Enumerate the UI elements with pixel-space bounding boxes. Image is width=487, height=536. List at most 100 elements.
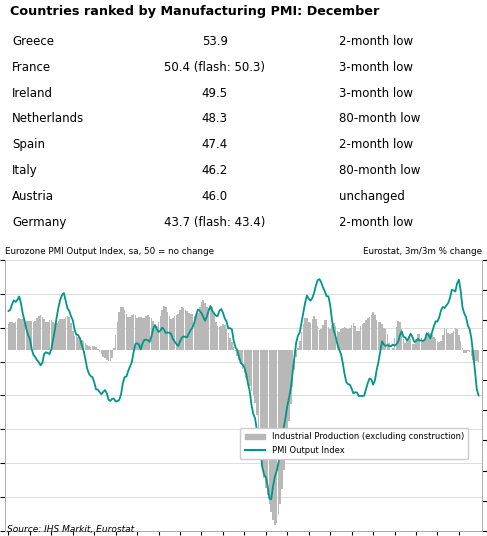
Bar: [345, 328, 347, 350]
Bar: [417, 334, 419, 350]
Bar: [11, 322, 13, 350]
Bar: [385, 329, 386, 350]
Bar: [351, 325, 353, 350]
Bar: [337, 331, 338, 350]
Bar: [126, 314, 127, 350]
Bar: [113, 348, 115, 350]
Text: 47.4: 47.4: [202, 138, 228, 151]
Bar: [167, 312, 169, 350]
Bar: [15, 322, 17, 350]
Bar: [195, 316, 197, 350]
Bar: [428, 332, 430, 350]
Bar: [474, 350, 476, 361]
Bar: [369, 317, 370, 350]
Bar: [136, 318, 138, 350]
Text: 43.7 (flash: 43.4): 43.7 (flash: 43.4): [164, 216, 265, 229]
Bar: [324, 319, 326, 350]
Bar: [372, 312, 374, 350]
Bar: [102, 350, 104, 356]
Bar: [258, 350, 260, 431]
Bar: [377, 322, 379, 350]
Bar: [469, 350, 470, 352]
Bar: [242, 350, 244, 369]
Bar: [424, 340, 426, 350]
Text: 3-month low: 3-month low: [339, 61, 413, 73]
Text: 46.2: 46.2: [202, 165, 228, 177]
Bar: [381, 324, 383, 350]
Text: Eurostat, 3m/3m % change: Eurostat, 3m/3m % change: [363, 247, 482, 256]
Bar: [412, 344, 413, 350]
Bar: [272, 350, 274, 520]
Bar: [419, 334, 420, 350]
Bar: [393, 338, 395, 350]
Bar: [260, 350, 262, 449]
Bar: [67, 316, 68, 350]
Bar: [56, 323, 57, 350]
Bar: [333, 323, 335, 350]
Text: Source: IHS Markit, Eurostat: Source: IHS Markit, Eurostat: [7, 525, 134, 534]
Bar: [297, 348, 299, 350]
Text: unchanged: unchanged: [339, 190, 405, 203]
Bar: [397, 321, 399, 350]
Bar: [403, 339, 404, 350]
Bar: [65, 317, 66, 350]
Text: 53.9: 53.9: [202, 35, 228, 48]
Bar: [237, 350, 238, 355]
Bar: [322, 325, 324, 350]
Bar: [296, 350, 297, 358]
Text: 48.3: 48.3: [202, 113, 228, 125]
Bar: [310, 323, 311, 350]
Bar: [367, 318, 369, 350]
Bar: [220, 325, 222, 350]
Bar: [442, 334, 444, 350]
Bar: [190, 314, 191, 350]
Bar: [269, 350, 270, 504]
Bar: [122, 307, 124, 350]
Bar: [458, 334, 460, 350]
Text: 80-month low: 80-month low: [339, 165, 420, 177]
Bar: [410, 339, 412, 350]
Bar: [456, 329, 458, 350]
Bar: [193, 316, 195, 350]
Bar: [222, 324, 224, 350]
Bar: [376, 320, 377, 350]
Bar: [328, 326, 329, 350]
Bar: [77, 337, 79, 350]
Bar: [72, 331, 74, 350]
Bar: [133, 314, 134, 350]
Bar: [278, 350, 279, 515]
Bar: [235, 350, 236, 351]
Bar: [183, 308, 185, 350]
Bar: [179, 310, 181, 350]
Bar: [38, 316, 39, 350]
Bar: [199, 308, 201, 350]
Bar: [406, 339, 408, 350]
Bar: [431, 335, 433, 350]
Bar: [120, 307, 122, 350]
Bar: [356, 331, 358, 350]
Bar: [448, 333, 449, 350]
Bar: [306, 318, 308, 350]
Text: Spain: Spain: [12, 138, 45, 151]
Bar: [422, 341, 424, 350]
Bar: [70, 323, 72, 350]
Bar: [169, 316, 170, 350]
Bar: [251, 350, 252, 391]
Bar: [86, 345, 88, 350]
Bar: [302, 324, 304, 350]
Bar: [281, 350, 283, 489]
Bar: [54, 323, 56, 350]
Bar: [340, 330, 342, 350]
Bar: [430, 333, 431, 350]
Bar: [140, 317, 142, 350]
Bar: [101, 350, 102, 354]
Bar: [387, 333, 388, 350]
Bar: [24, 321, 25, 350]
Bar: [317, 326, 318, 350]
Bar: [349, 328, 351, 350]
Bar: [392, 348, 393, 350]
Bar: [465, 350, 467, 353]
Bar: [338, 332, 340, 350]
Bar: [59, 319, 61, 350]
Bar: [318, 330, 320, 350]
